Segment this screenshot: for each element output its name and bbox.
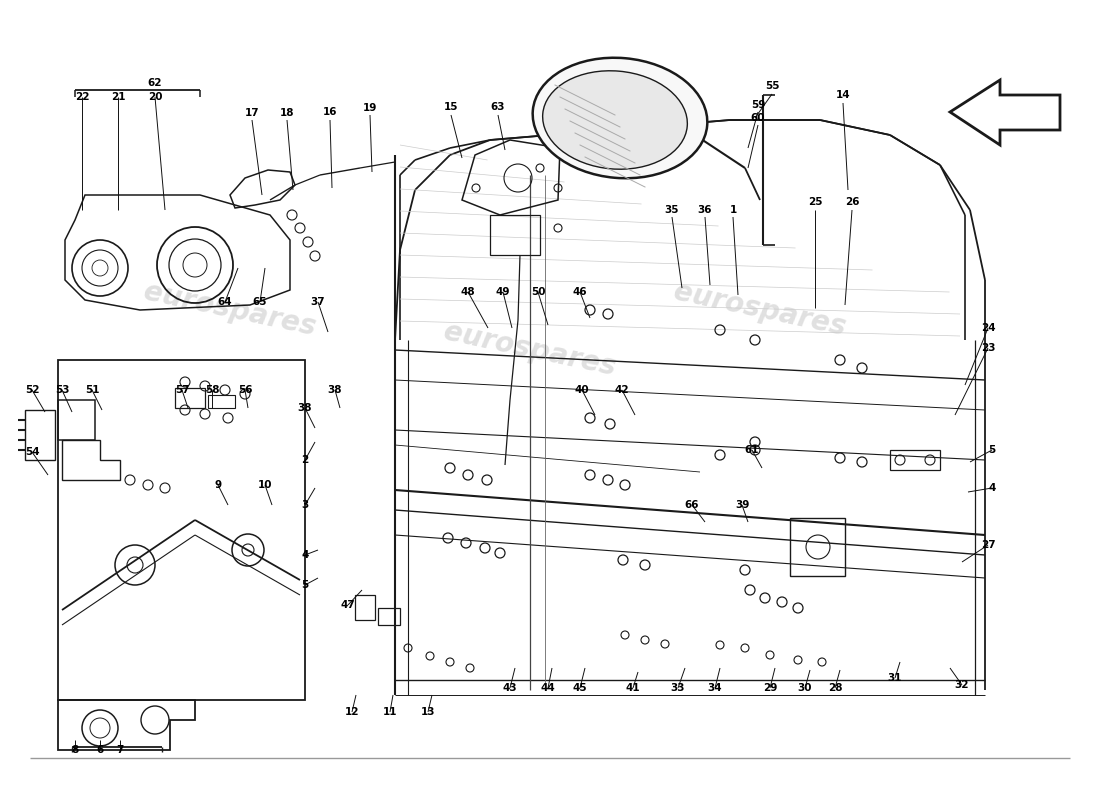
Text: 11: 11	[383, 707, 397, 717]
Text: 9: 9	[214, 480, 221, 490]
Text: 65: 65	[253, 297, 267, 307]
Text: 26: 26	[845, 197, 859, 207]
Text: 54: 54	[24, 447, 40, 457]
Text: 50: 50	[530, 287, 546, 297]
Text: 56: 56	[238, 385, 252, 395]
Text: 40: 40	[574, 385, 590, 395]
Text: 8: 8	[72, 745, 78, 755]
Text: 47: 47	[341, 600, 355, 610]
Text: 64: 64	[218, 297, 232, 307]
Text: 42: 42	[615, 385, 629, 395]
Text: eurospares: eurospares	[671, 278, 849, 342]
Text: 18: 18	[279, 108, 295, 118]
Text: 44: 44	[540, 683, 556, 693]
Text: 51: 51	[85, 385, 99, 395]
Text: 12: 12	[344, 707, 360, 717]
Text: 34: 34	[707, 683, 723, 693]
Text: 16: 16	[322, 107, 338, 117]
Ellipse shape	[532, 58, 707, 178]
Text: 13: 13	[420, 707, 436, 717]
Text: 24: 24	[981, 323, 996, 333]
Text: 21: 21	[111, 92, 125, 102]
Text: 31: 31	[888, 673, 902, 683]
Text: 30: 30	[798, 683, 812, 693]
Text: 41: 41	[626, 683, 640, 693]
Polygon shape	[950, 80, 1060, 145]
Text: 29: 29	[762, 683, 778, 693]
Text: 39: 39	[735, 500, 749, 510]
Text: 38: 38	[298, 403, 312, 413]
Text: 4: 4	[988, 483, 996, 493]
Text: 1: 1	[729, 205, 737, 215]
Text: 58: 58	[205, 385, 219, 395]
Text: 25: 25	[807, 197, 823, 207]
Text: 36: 36	[697, 205, 713, 215]
Text: 4: 4	[301, 550, 309, 560]
Text: 35: 35	[664, 205, 680, 215]
Text: 5: 5	[989, 445, 996, 455]
Text: 17: 17	[244, 108, 260, 118]
Text: 14: 14	[836, 90, 850, 100]
Text: 6: 6	[97, 745, 103, 755]
Text: 66: 66	[684, 500, 700, 510]
Text: 60: 60	[750, 113, 766, 123]
Text: 23: 23	[981, 343, 996, 353]
Text: eurospares: eurospares	[141, 278, 319, 342]
Text: 43: 43	[503, 683, 517, 693]
Text: 49: 49	[496, 287, 510, 297]
Text: 33: 33	[671, 683, 685, 693]
Text: 46: 46	[573, 287, 587, 297]
Text: 63: 63	[491, 102, 505, 112]
Text: 45: 45	[573, 683, 587, 693]
Text: 62: 62	[147, 78, 163, 88]
Text: 53: 53	[55, 385, 69, 395]
Text: 20: 20	[147, 92, 163, 102]
Text: 5: 5	[301, 580, 309, 590]
Text: 38: 38	[328, 385, 342, 395]
Text: 37: 37	[310, 297, 326, 307]
Text: 32: 32	[955, 680, 969, 690]
Text: 52: 52	[24, 385, 40, 395]
Text: 48: 48	[461, 287, 475, 297]
Text: 10: 10	[257, 480, 273, 490]
Text: 57: 57	[175, 385, 189, 395]
Text: 22: 22	[75, 92, 89, 102]
Text: 15: 15	[443, 102, 459, 112]
Text: 59: 59	[751, 100, 766, 110]
Text: 3: 3	[301, 500, 309, 510]
Text: 27: 27	[981, 540, 996, 550]
Text: 2: 2	[301, 455, 309, 465]
Text: 19: 19	[363, 103, 377, 113]
Text: 61: 61	[745, 445, 759, 455]
Text: 28: 28	[827, 683, 843, 693]
Text: eurospares: eurospares	[441, 318, 618, 382]
Text: 7: 7	[117, 745, 123, 755]
Text: 55: 55	[764, 81, 779, 91]
Ellipse shape	[542, 70, 688, 170]
